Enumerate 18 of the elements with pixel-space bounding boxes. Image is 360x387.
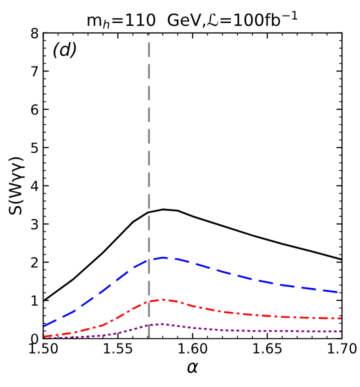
y-tick-label: 4 (30, 180, 38, 192)
x-tick-label: 1.60 (178, 343, 208, 354)
x-tick-label: 1.65 (253, 343, 282, 354)
x-tick-label: 1.50 (29, 343, 58, 354)
y-tick-label: 5 (31, 142, 38, 154)
x-tick-label: 1.55 (104, 343, 132, 354)
annotation: (d) (54, 42, 76, 58)
y-tick-label: 1 (32, 296, 38, 306)
y-axis-title: S(Wγγ) (8, 157, 25, 215)
y-tick-label: 7 (31, 66, 38, 76)
x-tick-label: 1.70 (328, 343, 357, 354)
x-axis-title: α (187, 362, 198, 373)
y-tick-label: 6 (31, 104, 38, 115)
y-tick-label: 8 (31, 28, 38, 38)
y-tick-label: 0 (31, 334, 38, 344)
y-tick-label: 3 (31, 218, 38, 230)
y-tick-label: 2 (31, 257, 38, 268)
chart-title: m$_{h}$=110 GeV,ℒ=100fb$^{−1}$ (88, 10, 298, 29)
